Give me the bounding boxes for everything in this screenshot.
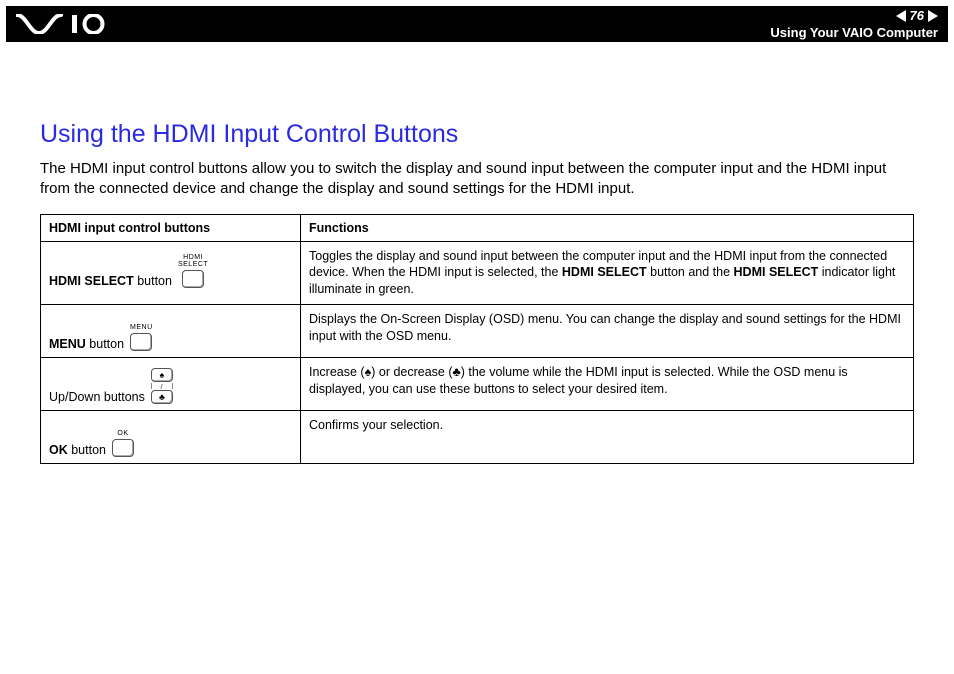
page-header: 76 Using Your VAIO Computer bbox=[6, 6, 948, 42]
table-row: Up/Down buttons ♠ ♣ Increase (♠) or decr… bbox=[41, 358, 914, 411]
breadcrumb: Using Your VAIO Computer bbox=[770, 25, 938, 40]
button-label: OK button bbox=[49, 443, 106, 457]
hdmi-select-button-icon: HDMI SELECT bbox=[178, 254, 208, 288]
vaio-logo bbox=[16, 14, 106, 34]
function-text: Confirms your selection. bbox=[301, 411, 914, 464]
function-text: Toggles the display and sound input betw… bbox=[301, 241, 914, 305]
header-right: 76 Using Your VAIO Computer bbox=[762, 8, 938, 40]
table-row: OK button OK Confirms your selection. bbox=[41, 411, 914, 464]
intro-paragraph: The HDMI input control buttons allow you… bbox=[40, 159, 914, 200]
page-title: Using the HDMI Input Control Buttons bbox=[40, 120, 914, 149]
col2-header: Functions bbox=[301, 214, 914, 241]
col1-header: HDMI input control buttons bbox=[41, 214, 301, 241]
button-label: HDMI SELECT button bbox=[49, 274, 172, 288]
page-number: 76 bbox=[910, 8, 924, 23]
menu-button-icon: MENU bbox=[130, 324, 153, 351]
next-page-icon[interactable] bbox=[928, 10, 938, 22]
ok-button-icon: OK bbox=[112, 430, 134, 457]
table-header-row: HDMI input control buttons Functions bbox=[41, 214, 914, 241]
button-label: MENU button bbox=[49, 337, 124, 351]
button-label: Up/Down buttons bbox=[49, 390, 145, 404]
prev-page-icon[interactable] bbox=[896, 10, 906, 22]
table-row: HDMI SELECT button HDMI SELECT Toggles t… bbox=[41, 241, 914, 305]
function-text: Increase (♠) or decrease (♣) the volume … bbox=[301, 358, 914, 411]
up-down-buttons-icon: ♠ ♣ bbox=[151, 368, 173, 404]
table-row: MENU button MENU Displays the On-Screen … bbox=[41, 305, 914, 358]
page-content: Using the HDMI Input Control Buttons The… bbox=[40, 120, 914, 464]
function-text: Displays the On-Screen Display (OSD) men… bbox=[301, 305, 914, 358]
hdmi-controls-table: HDMI input control buttons Functions HDM… bbox=[40, 214, 914, 465]
